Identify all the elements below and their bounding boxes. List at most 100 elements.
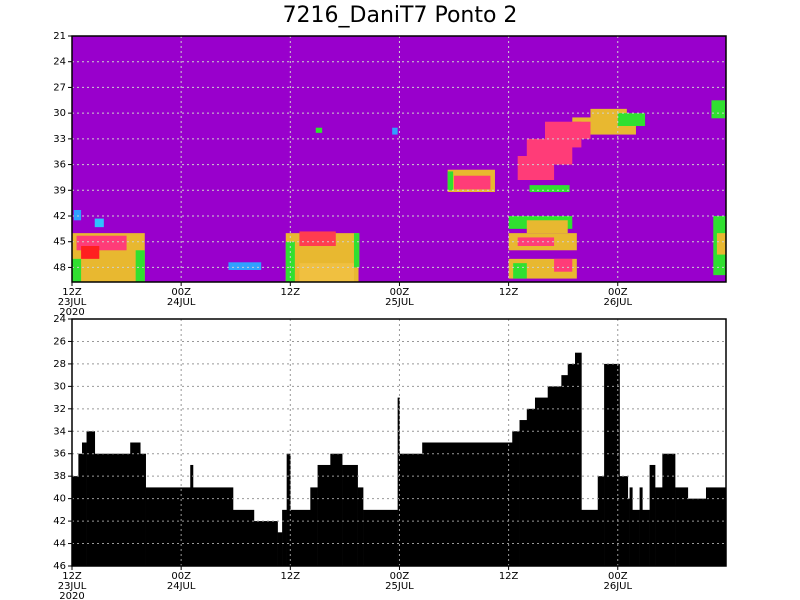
step-bar	[567, 363, 576, 566]
x-tick-label: 00Z	[390, 287, 410, 298]
step-bar	[253, 521, 278, 566]
step-bar	[357, 487, 364, 566]
y-tick-label: 39	[53, 185, 66, 196]
step-bar	[561, 375, 569, 566]
step-bar	[317, 464, 331, 566]
heat-cell	[73, 210, 82, 221]
y-tick-label: 24	[53, 57, 66, 68]
y-tick-label: 42	[53, 516, 66, 527]
x-tick-label: 00Z	[171, 571, 191, 582]
step-bar	[282, 509, 287, 566]
y-tick-label: 48	[53, 262, 66, 273]
heat-cell	[94, 218, 104, 228]
x-tick-label: 12Z	[281, 571, 301, 582]
heat-cell	[228, 262, 262, 270]
heat-cell	[617, 113, 646, 126]
step-bar	[534, 397, 549, 566]
y-tick-label: 24	[53, 314, 66, 325]
step-bar	[575, 352, 582, 566]
heat-cell	[447, 171, 454, 191]
x-tick-label: 12Z	[499, 571, 519, 582]
heat-cell	[554, 258, 573, 272]
y-tick-label: 36	[53, 449, 66, 460]
step-bar	[632, 509, 640, 566]
heat-cell	[135, 250, 145, 282]
step-bar	[363, 509, 398, 566]
step-bar	[512, 431, 520, 566]
step-bar	[597, 476, 605, 566]
step-bar	[547, 386, 562, 566]
y-tick-label: 46	[53, 561, 66, 572]
step-bar	[94, 453, 131, 566]
x-tick-label: 12Z	[281, 287, 301, 298]
heat-cell	[517, 237, 555, 246]
x-tick-date: 26JUL	[603, 297, 632, 308]
step-bar	[526, 408, 536, 566]
chart-title: 7216_DaniT7 Ponto 2	[283, 3, 518, 28]
step-bar	[286, 453, 291, 566]
step-bar	[639, 487, 643, 566]
x-tick-label: 12Z	[62, 571, 82, 582]
heat-cell	[81, 246, 100, 259]
y-tick-label: 21	[53, 31, 66, 42]
y-tick-label: 27	[53, 82, 66, 93]
step-bar	[277, 532, 283, 566]
heat-cell	[526, 220, 568, 234]
heat-cell	[529, 185, 570, 192]
step-bar	[145, 487, 191, 566]
step-bar	[581, 509, 599, 566]
plot-frame	[71, 318, 727, 567]
step-bar	[705, 487, 727, 566]
x-tick-year: 2020	[59, 307, 84, 318]
x-tick-date: 25JUL	[385, 581, 414, 592]
x-tick-date: 24JUL	[167, 581, 196, 592]
x-tick-year: 2020	[59, 591, 84, 600]
step-bar	[140, 453, 146, 566]
step-bar	[86, 431, 96, 566]
y-tick-label: 45	[53, 237, 66, 248]
step-bar	[629, 487, 633, 566]
step-bar	[422, 442, 513, 566]
heat-cell	[513, 263, 527, 279]
step-bar	[627, 498, 630, 566]
step-bar	[72, 476, 79, 566]
y-tick-label: 30	[53, 108, 66, 119]
y-tick-label: 32	[53, 404, 66, 415]
x-tick-date: 24JUL	[167, 297, 196, 308]
step-bar	[130, 442, 141, 566]
plot-frame	[71, 35, 727, 283]
heat-cell	[454, 175, 491, 190]
heat-cell	[711, 100, 726, 119]
y-tick-label: 42	[53, 211, 66, 222]
step-bar	[399, 453, 423, 566]
step-bar	[330, 453, 343, 566]
x-tick-date: 26JUL	[603, 581, 632, 592]
step-bar	[662, 453, 676, 566]
x-tick-label: 12Z	[62, 287, 82, 298]
step-bar	[290, 509, 311, 566]
step-bar	[649, 464, 656, 566]
step-bar	[232, 509, 255, 566]
y-tick-label: 36	[53, 160, 66, 171]
x-tick-date: 23JUL	[58, 297, 87, 308]
y-tick-label: 40	[53, 494, 66, 505]
heat-cell	[572, 121, 591, 139]
heat-cell	[299, 231, 336, 246]
x-tick-label: 00Z	[171, 287, 191, 298]
y-tick-label: 34	[53, 426, 66, 437]
step-bar	[642, 509, 650, 566]
heat-cell	[315, 127, 323, 133]
heat-cell	[353, 233, 360, 268]
heat-cell	[716, 233, 726, 255]
x-tick-date: 25JUL	[385, 297, 414, 308]
heat-cell	[72, 258, 82, 282]
x-tick-label: 12Z	[499, 287, 519, 298]
x-tick-date: 23JUL	[58, 581, 87, 592]
step-bar	[604, 363, 620, 566]
y-tick-label: 28	[53, 359, 66, 370]
step-bar	[342, 464, 358, 566]
x-tick-label: 00Z	[608, 571, 628, 582]
step-bar	[655, 487, 663, 566]
y-tick-label: 44	[53, 539, 66, 550]
